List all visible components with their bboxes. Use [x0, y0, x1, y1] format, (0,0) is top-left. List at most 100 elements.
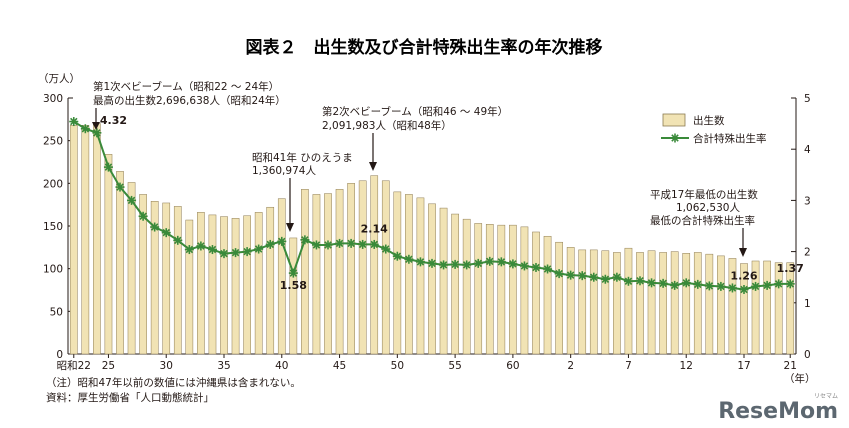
- annotation-heisei17-lowest: 平成17年最低の出生数 1,062,530人 最低の合計特殊出生率: [650, 188, 758, 257]
- bar: [220, 217, 227, 354]
- y-left-tick-label: 300: [43, 93, 63, 105]
- bar: [521, 227, 528, 354]
- tfr-point: [139, 212, 148, 221]
- annotation-line: 最高の出生数2,696,638人（昭和24年）: [93, 94, 286, 107]
- bar: [186, 220, 193, 354]
- tfr-point: [439, 260, 448, 269]
- tfr-point: [92, 128, 101, 137]
- legend-label-births: 出生数: [693, 114, 725, 127]
- tfr-point: [578, 271, 587, 280]
- tfr-point: [81, 124, 90, 133]
- tfr-point: [774, 279, 783, 288]
- tfr-point: [324, 240, 333, 249]
- tfr-point: [693, 280, 702, 289]
- source-line: 資料：厚生労働省「人口動態統計」: [46, 391, 214, 404]
- bar: [486, 224, 493, 354]
- annotation-line: 最低の合計特殊出生率: [650, 214, 755, 227]
- bar: [348, 183, 355, 354]
- tfr-point: [508, 259, 517, 268]
- bar: [209, 215, 216, 354]
- bar: [313, 194, 320, 354]
- bar: [440, 208, 447, 354]
- tfr-point: [428, 259, 437, 268]
- tfr-point: [104, 163, 113, 172]
- x-tick-label: 50: [391, 360, 404, 372]
- y-left-tick-label: 100: [43, 264, 63, 276]
- y-left-unit: （万人）: [38, 73, 80, 85]
- tfr-point: [300, 235, 309, 244]
- bar: [244, 216, 251, 354]
- y-left-tick-label: 150: [43, 221, 63, 233]
- x-tick-label: 30: [160, 360, 173, 372]
- bar: [197, 212, 204, 354]
- tfr-point: [728, 283, 737, 292]
- bar: [509, 225, 516, 354]
- bar: [694, 252, 701, 354]
- tfr-point: [636, 276, 645, 285]
- tfr-point: [208, 245, 217, 254]
- bar: [359, 181, 366, 354]
- bar: [336, 189, 343, 354]
- tfr-point: [786, 279, 795, 288]
- bar: [267, 207, 274, 354]
- tfr-point: [520, 261, 529, 270]
- bar: [105, 154, 112, 354]
- bar: [163, 203, 170, 354]
- bar: [116, 171, 123, 354]
- bar: [82, 125, 89, 354]
- annotation-line: 1,360,974人: [252, 165, 316, 177]
- asterisk-marker-icon: [671, 134, 680, 143]
- tfr-point: [312, 240, 321, 249]
- bar: [775, 263, 782, 354]
- x-unit: （年）: [784, 372, 816, 385]
- tfr-point: [162, 228, 171, 237]
- bar: [625, 248, 632, 354]
- x-tick-label: 25: [102, 360, 115, 372]
- tfr-point: [358, 240, 367, 249]
- bar: [787, 263, 794, 354]
- bar: [301, 189, 308, 354]
- bar: [683, 253, 690, 354]
- y-left-tick-label: 50: [50, 306, 63, 318]
- tfr-point: [370, 240, 379, 249]
- tfr-point: [670, 281, 679, 290]
- tfr-point: [451, 260, 460, 269]
- tfr-point: [543, 265, 552, 274]
- tfr-point: [335, 239, 344, 248]
- tfr-point: [243, 247, 252, 256]
- x-tick-label: 昭和22: [57, 360, 91, 372]
- chart: 図表２ 出生数及び合計特殊出生率の年次推移 （万人） 0501001502002…: [0, 0, 849, 428]
- bar: [671, 252, 678, 354]
- data-label: 2.14: [361, 222, 388, 235]
- data-label: 1.58: [280, 279, 307, 292]
- bar: [382, 181, 389, 354]
- bar: [93, 124, 100, 354]
- tfr-point: [740, 285, 749, 294]
- bar: [290, 238, 297, 354]
- tfr-point: [566, 271, 575, 280]
- tfr-point: [485, 257, 494, 266]
- bar: [660, 252, 667, 354]
- data-label: 4.32: [100, 114, 127, 127]
- tfr-point: [763, 281, 772, 290]
- annotation-line: 2,091,983人（昭和48年）: [322, 119, 452, 132]
- tfr-point: [589, 273, 598, 282]
- arrow-head-icon: [369, 162, 377, 171]
- bar: [278, 199, 285, 354]
- bar: [417, 198, 424, 354]
- x-tick-label: 55: [448, 360, 461, 372]
- tfr-point: [705, 281, 714, 290]
- bar: [324, 194, 331, 354]
- y-left-tick-label: 250: [43, 136, 63, 148]
- tfr-point: [647, 278, 656, 287]
- bar: [532, 232, 539, 354]
- x-tick-label: 35: [217, 360, 230, 372]
- x-tick-label: 21: [784, 360, 797, 372]
- bar: [648, 251, 655, 354]
- bar: [636, 252, 643, 354]
- tfr-point: [659, 279, 668, 288]
- annotation-line: 平成17年最低の出生数: [650, 188, 758, 201]
- bar: [556, 242, 563, 354]
- bar: [452, 214, 459, 354]
- tfr-point: [416, 257, 425, 266]
